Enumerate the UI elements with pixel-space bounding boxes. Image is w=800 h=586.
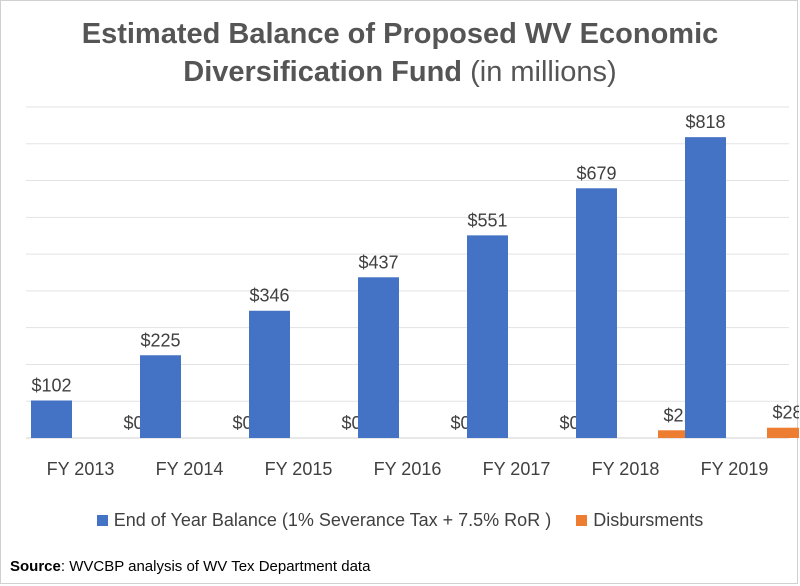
x-tick-label: FY 2016 xyxy=(374,459,442,479)
data-label: $551 xyxy=(467,210,507,230)
bar-balance-fy-2016 xyxy=(358,277,399,438)
x-tick-label: FY 2013 xyxy=(47,459,115,479)
data-label: $679 xyxy=(576,163,616,183)
data-label: $0 xyxy=(559,413,579,433)
chart-title: Estimated Balance of Proposed WV Economi… xyxy=(1,15,799,91)
data-label: $0 xyxy=(450,413,470,433)
x-tick-label: FY 2015 xyxy=(265,459,333,479)
legend-item-balance: End of Year Balance (1% Severance Tax + … xyxy=(96,510,552,531)
legend-label-disbursments: Disbursments xyxy=(593,510,704,530)
data-label: $28 xyxy=(772,403,799,423)
legend-item-disbursments: Disbursments xyxy=(576,510,703,531)
bar-balance-fy-2014 xyxy=(140,355,181,438)
chart-title-line1: Estimated Balance of Proposed WV Economi… xyxy=(81,18,719,50)
x-tick-label: FY 2018 xyxy=(592,459,660,479)
bar-balance-fy-2013 xyxy=(31,400,72,438)
x-tick-label: FY 2019 xyxy=(701,459,769,479)
x-tick-label: FY 2014 xyxy=(156,459,224,479)
bar-balance-fy-2019 xyxy=(685,137,726,438)
data-label: $0 xyxy=(341,413,361,433)
bar-balance-fy-2015 xyxy=(249,310,290,438)
data-label: $0 xyxy=(123,413,143,433)
bar-balance-fy-2017 xyxy=(467,235,508,438)
data-label: $0 xyxy=(232,413,252,433)
chart-title-line2: Diversification Fund (in millions) xyxy=(1,53,799,91)
data-label: $102 xyxy=(31,375,71,395)
data-label: $346 xyxy=(249,286,289,306)
x-tick-label: FY 2017 xyxy=(483,459,551,479)
bar-disbursments-fy-2019 xyxy=(767,427,799,438)
legend-swatch-disbursments xyxy=(576,515,588,526)
source-text: : WVCBP analysis of WV Tex Department da… xyxy=(60,558,371,575)
chart-plot: $102 $0 FY 2013 $225 $0 FY 2014 $346 $0 FY 2015 $… xyxy=(26,106,799,479)
legend-swatch-balance xyxy=(96,515,108,526)
chart-title-line2-normal: (in millions) xyxy=(462,56,617,88)
bar-disbursments-fy-2018 xyxy=(658,430,699,438)
source-note: Source: WVCBP analysis of WV Tex Departm… xyxy=(10,558,370,575)
data-label: $818 xyxy=(685,112,725,132)
legend-label-balance: End of Year Balance (1% Severance Tax + … xyxy=(113,510,552,530)
data-label: $225 xyxy=(140,330,180,350)
data-label: $437 xyxy=(358,252,398,272)
source-label: Source xyxy=(10,558,61,575)
chart-legend: End of Year Balance (1% Severance Tax + … xyxy=(1,510,799,531)
chart-title-line2-bold: Diversification Fund xyxy=(183,56,463,88)
bar-balance-fy-2018 xyxy=(576,188,617,438)
